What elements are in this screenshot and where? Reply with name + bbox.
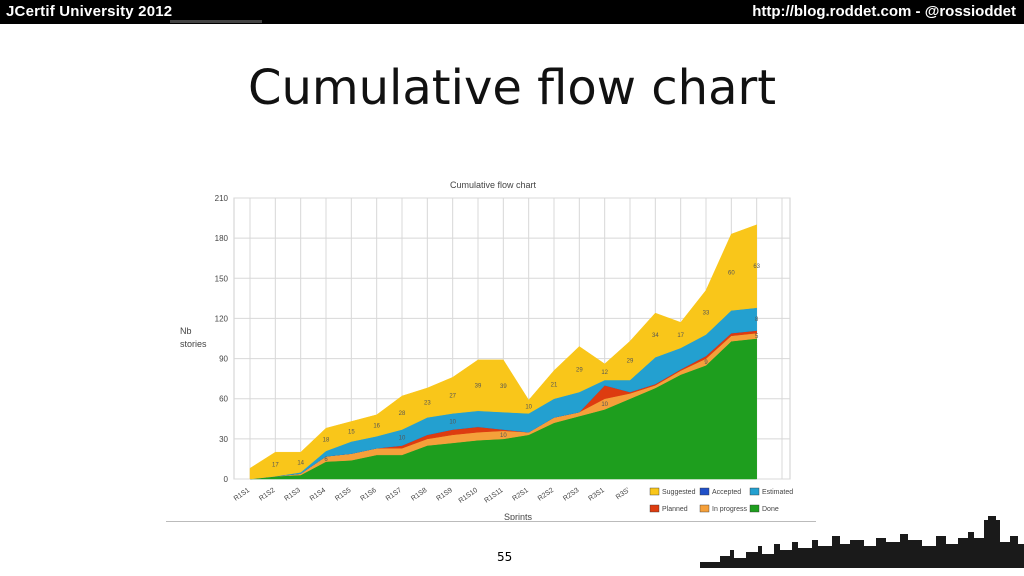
top-banner: JCertif University 2012 http://blog.rodd… <box>0 0 1024 24</box>
point-label: 60 <box>728 270 735 276</box>
point-label: 28 <box>399 411 406 417</box>
legend-label: Estimated <box>762 489 793 496</box>
point-label: 10 <box>601 402 608 408</box>
legend-label: Done <box>762 506 779 513</box>
chart-title: Cumulative flow chart <box>450 180 537 190</box>
x-tick-label: R2S2 <box>537 487 555 503</box>
x-tick-label: R1S3 <box>283 487 301 503</box>
point-label: 39 <box>475 383 482 389</box>
point-label: 6 <box>324 457 328 463</box>
legend-swatch <box>699 504 710 513</box>
footer-divider <box>166 521 816 522</box>
x-tick-label: R1S1 <box>233 487 251 503</box>
area-suggested <box>249 224 757 480</box>
x-tick-label: R1S11 <box>483 487 504 505</box>
x-tick-label: R1S7 <box>385 487 403 503</box>
x-tick-label: R1S6 <box>359 487 377 503</box>
y-tick-label: 90 <box>219 355 228 364</box>
banner-underline <box>170 20 262 23</box>
x-tick-label: R2S3 <box>562 487 580 503</box>
x-tick-label: R1S2 <box>258 487 276 503</box>
point-label: 27 <box>449 393 456 399</box>
point-label: 15 <box>348 429 355 435</box>
conference-name: JCertif University 2012 <box>6 3 173 20</box>
point-label: 14 <box>297 460 304 466</box>
legend-swatch <box>649 487 660 496</box>
x-tick-label: R3S1 <box>587 487 605 503</box>
y-axis-label-line-1: Nb <box>180 326 192 336</box>
y-tick-label: 120 <box>215 314 229 323</box>
x-tick-label: R1S8 <box>410 487 428 503</box>
y-axis-label-line-2: stories <box>180 339 207 349</box>
point-label: 16 <box>373 423 380 429</box>
x-tick-label: R1S9 <box>435 487 453 503</box>
point-label: 10 <box>449 419 456 425</box>
point-label: 8 <box>755 317 759 323</box>
point-label: 18 <box>323 438 330 444</box>
point-label: 23 <box>424 401 431 407</box>
chart-point-labels: 17 14 18 15 16 28 23 27 39 39 10 21 29 12 29 34 17 33 60 63… <box>272 264 761 468</box>
point-label: 12 <box>601 370 608 376</box>
x-tick-label: R1S5 <box>334 487 352 503</box>
point-label: 10 <box>500 433 507 439</box>
point-label: 39 <box>500 384 507 390</box>
legend-swatch <box>649 504 660 513</box>
cumulative-flow-chart: Cumulative flow chart 17 14 18 15 16 28 23 27 39… <box>180 180 793 520</box>
point-label: 10 <box>399 436 406 442</box>
legend-swatch <box>749 487 760 496</box>
y-tick-label: 30 <box>219 435 228 444</box>
point-label: 10 <box>525 405 532 411</box>
y-tick-label: 0 <box>224 475 229 484</box>
x-tick-label: R2S1 <box>511 487 529 503</box>
x-tick-label: R1S4 <box>309 487 327 503</box>
x-tick-label: R1S10 <box>458 487 480 505</box>
legend-label: Accepted <box>712 489 741 496</box>
page-number: 55 <box>497 550 513 564</box>
point-label: 63 <box>753 264 760 270</box>
chart-areas <box>249 224 757 480</box>
legend-swatch <box>749 504 760 513</box>
point-label: 17 <box>677 333 684 339</box>
slide-title: Cumulative flow chart <box>247 60 777 116</box>
point-label: 17 <box>272 462 279 468</box>
legend-swatch <box>699 487 710 496</box>
y-tick-label: 150 <box>215 274 229 283</box>
blog-and-handle: http://blog.roddet.com - @rossioddet <box>752 3 1016 20</box>
chart-legend: Suggested Accepted Estimated Planned In prog… <box>649 487 793 513</box>
x-axis-label: Sprints <box>504 512 533 520</box>
y-tick-label: 210 <box>215 194 229 203</box>
y-tick-label: 180 <box>215 234 229 243</box>
city-skyline-decoration <box>700 516 1024 568</box>
y-tick-label: 60 <box>219 395 228 404</box>
legend-label: Suggested <box>662 489 696 496</box>
legend-label: In progress <box>712 506 748 513</box>
point-label: 5 <box>755 334 759 340</box>
point-label: 29 <box>627 359 634 365</box>
point-label: 29 <box>576 367 583 373</box>
point-label: 9 <box>704 360 708 366</box>
point-label: 34 <box>652 333 659 339</box>
x-tick-label: R3S' <box>615 487 631 501</box>
point-label: 21 <box>551 383 558 389</box>
point-label: 33 <box>703 310 710 316</box>
legend-label: Planned <box>662 506 688 513</box>
